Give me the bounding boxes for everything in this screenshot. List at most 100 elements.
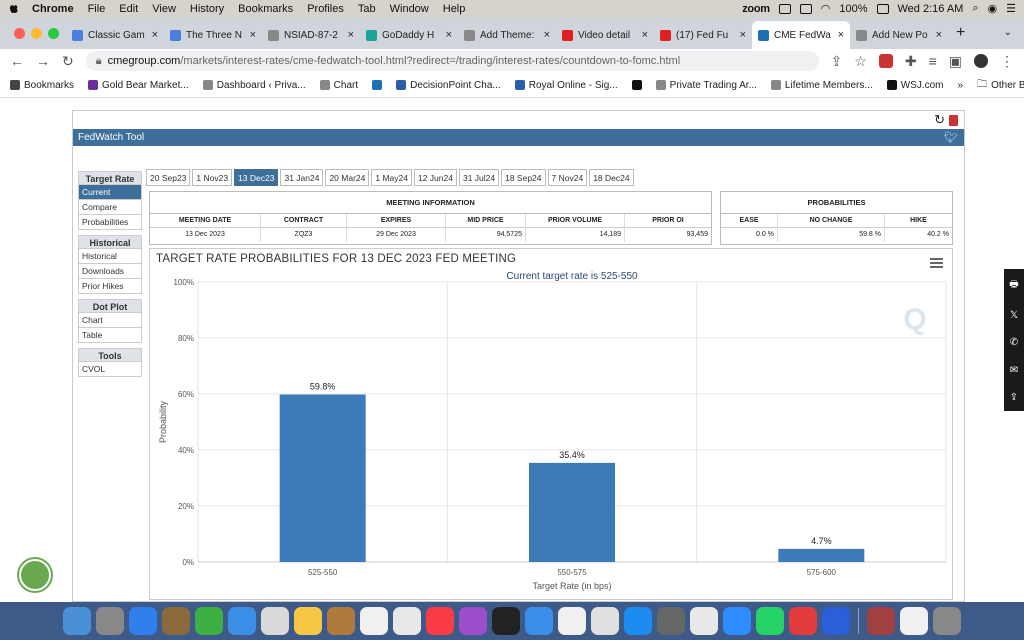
bookmark-item[interactable]: Dashboard ‹ Priva... (202, 80, 306, 91)
extensions-puzzle-icon[interactable]: ✚ (904, 52, 917, 69)
bookmark-item[interactable]: Lifetime Members... (770, 80, 873, 91)
meeting-tab[interactable]: 18 Sep24 (501, 169, 546, 186)
bookmark-item[interactable]: Gold Bear Market... (88, 80, 189, 91)
bookmark-item[interactable] (372, 80, 383, 90)
app-menu-chrome[interactable]: Chrome (32, 2, 74, 15)
menu-edit[interactable]: Edit (119, 2, 139, 15)
tab-close-icon[interactable]: × (641, 29, 648, 41)
bar[interactable] (529, 462, 615, 562)
tab-close-icon[interactable]: × (935, 29, 942, 41)
meeting-tab[interactable]: 1 May24 (371, 169, 412, 186)
dictionary-icon[interactable] (867, 607, 895, 635)
browser-tab[interactable]: Classic Gam × (66, 21, 164, 49)
bookmark-item[interactable] (631, 80, 642, 90)
refresh-icon[interactable]: ↻ (934, 112, 945, 127)
bookmark-item[interactable]: WSJ.com (886, 80, 944, 91)
bookmark-item[interactable]: Private Trading Ar... (655, 80, 757, 91)
clock[interactable]: Wed 2:16 AM (897, 2, 964, 15)
sidebar-item[interactable]: Compare (78, 200, 142, 215)
facetime-icon[interactable] (195, 607, 223, 635)
twitter-icon[interactable]: 🐦︎ (944, 132, 958, 144)
calendar-icon[interactable] (360, 607, 388, 635)
sidebar-item[interactable]: Table (78, 328, 142, 343)
x-twitter-icon[interactable]: 𝕏 (1009, 310, 1019, 322)
bar[interactable] (778, 548, 865, 562)
back-icon[interactable]: ← (10, 53, 24, 69)
new-tab-button[interactable]: + (956, 24, 966, 41)
sidebar-item[interactable]: Downloads (78, 264, 142, 279)
browser-tab[interactable]: Video detail × (556, 21, 654, 49)
maximize-window-button[interactable] (48, 28, 59, 39)
tab-search-icon[interactable]: ⌄ (1003, 27, 1012, 38)
gamepad-icon[interactable] (778, 3, 791, 14)
podcasts-icon[interactable] (459, 607, 487, 635)
keynote-icon[interactable] (558, 607, 586, 635)
profile-avatar[interactable] (974, 54, 988, 68)
bluetooth-icon[interactable] (822, 607, 850, 635)
wifi-icon[interactable]: ◠ (820, 3, 831, 15)
messages-icon[interactable] (228, 607, 256, 635)
zoom-status-icon[interactable]: zoom (742, 2, 770, 15)
chrome-menu-icon[interactable]: ⋮ (1000, 52, 1014, 69)
notes-icon[interactable] (294, 607, 322, 635)
tab-close-icon[interactable]: × (347, 29, 354, 41)
pages-icon[interactable] (591, 607, 619, 635)
tab-close-icon[interactable]: × (249, 29, 256, 41)
bookmark-star-icon[interactable]: ☆ (854, 52, 867, 69)
meeting-tab[interactable]: 1 Nov23 (192, 169, 233, 186)
tab-close-icon[interactable]: × (837, 29, 844, 41)
browser-tab[interactable]: (17) Fed Fu × (654, 21, 752, 49)
siri-icon[interactable]: ◉ (987, 3, 998, 15)
cookie-settings-icon[interactable] (19, 559, 51, 591)
launchpad-icon[interactable] (96, 607, 124, 635)
music-icon[interactable] (426, 607, 454, 635)
bookmark-item[interactable]: DecisionPoint Cha... (396, 80, 501, 91)
apple-menu-icon[interactable] (8, 3, 20, 15)
accessibility-icon[interactable] (799, 3, 812, 14)
share-icon[interactable]: ⇪ (830, 52, 843, 69)
chart-menu-icon[interactable] (930, 258, 943, 270)
zoom-icon[interactable] (723, 607, 751, 635)
bookmarks-overflow-button[interactable]: » (957, 79, 964, 91)
extension-icon[interactable] (878, 54, 893, 68)
meeting-tab[interactable]: 18 Dec24 (589, 169, 634, 186)
browser-tab[interactable]: NSIAD-87-2 × (262, 21, 360, 49)
other-bookmarks-folder[interactable]: 🗀Other Bookmarks (977, 77, 1024, 94)
close-window-button[interactable] (14, 28, 25, 39)
address-bar[interactable]: 🔒︎ cmegroup.com/markets/interest-rates/c… (85, 51, 819, 71)
pdf-icon[interactable] (949, 114, 958, 126)
menu-window[interactable]: Window (389, 2, 429, 15)
menu-history[interactable]: History (189, 2, 225, 15)
meeting-tab[interactable]: 31 Jul24 (458, 169, 500, 186)
menu-help[interactable]: Help (442, 2, 466, 15)
preview-icon[interactable] (162, 607, 190, 635)
whatsapp-icon[interactable] (756, 607, 784, 635)
menu-profiles[interactable]: Profiles (307, 2, 344, 15)
bar[interactable] (279, 394, 366, 562)
tab-close-icon[interactable]: × (543, 29, 550, 41)
minimize-window-button[interactable] (31, 28, 42, 39)
trash-icon[interactable] (933, 607, 961, 635)
finder-icon[interactable] (63, 607, 91, 635)
meeting-tab[interactable]: 7 Nov24 (547, 169, 588, 186)
meeting-tab[interactable]: 20 Mar24 (325, 169, 370, 186)
contacts-icon[interactable] (327, 607, 355, 635)
meeting-tab[interactable]: 13 Dec23 (234, 169, 279, 186)
tab-close-icon[interactable]: × (739, 29, 746, 41)
forward-icon[interactable]: → (36, 53, 50, 69)
browser-tab[interactable]: The Three N × (164, 21, 262, 49)
menu-file[interactable]: File (87, 2, 106, 15)
sidebar-item[interactable]: Historical (78, 249, 142, 264)
sidebar-item[interactable]: Current (78, 185, 142, 200)
sidebar-item[interactable]: Prior Hikes (78, 279, 142, 294)
whatsapp-icon[interactable]: ✆ (1009, 337, 1019, 349)
menu-bookmarks[interactable]: Bookmarks (238, 2, 294, 15)
browser-tab[interactable]: CME FedWa × (752, 21, 850, 49)
meeting-tab[interactable]: 12 Jun24 (413, 169, 457, 186)
tab-close-icon[interactable]: × (151, 29, 158, 41)
side-panel-icon[interactable]: ▣ (948, 52, 962, 69)
bookmark-item[interactable]: Royal Online - Sig... (514, 80, 618, 91)
reminders-icon[interactable] (393, 607, 421, 635)
browser-tab[interactable]: GoDaddy H × (360, 21, 458, 49)
share-icon[interactable]: ⇪ (1009, 391, 1019, 403)
